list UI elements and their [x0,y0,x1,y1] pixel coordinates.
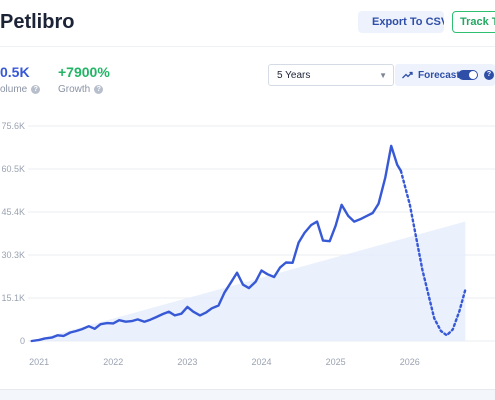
trend-area [31,221,466,341]
growth-help-icon[interactable]: ? [94,85,104,94]
forecast-toggle[interactable] [458,70,478,80]
forecast-series-line [399,169,467,337]
search-volume-chart: 0 15.1K 30.3K 45.4K 60.5K 75.6K 2021 2022 2023 20… [1,121,495,367]
growth-label-wrap: Growth ? [58,84,104,95]
export-csv-label: Export To CSV [372,16,444,28]
toggle-knob [469,71,477,79]
track-topic-label: Track To [460,16,495,28]
export-csv-button[interactable]: Export To CSV [358,11,444,33]
x-tick-label: 2021 [29,357,49,367]
time-range-value: 5 Years [277,69,311,81]
track-topic-button[interactable]: Track To [452,11,495,33]
volume-value: 0.5K [0,64,30,80]
x-tick-label: 2025 [326,357,346,367]
page-title: Petlibro [0,11,75,33]
y-tick-label: 45.4K [1,207,25,217]
y-tick-label: 75.6K [1,121,25,131]
growth-label: Growth [58,84,91,95]
x-tick-label: 2022 [103,357,123,367]
x-tick-label: 2023 [177,357,197,367]
volume-label: olume [0,84,28,95]
volume-help-icon[interactable]: ? [31,85,41,94]
forecast-label: Forecast [418,69,460,81]
time-range-select[interactable]: 5 Years ▼ [268,64,394,86]
x-tick-label: 2026 [400,357,420,367]
y-tick-label: 0 [20,336,25,346]
trend-card: Petlibro Export To CSV Track To 0.5K olu… [0,0,495,390]
x-tick-label: 2024 [251,357,271,367]
y-tick-label: 15.1K [1,293,25,303]
forecast-control: Forecast ? [395,64,495,86]
forecast-info-icon[interactable]: ? [484,70,494,80]
volume-label-wrap: olume ? [0,84,41,95]
chevron-down-icon: ▼ [379,71,387,80]
card-header: Petlibro Export To CSV Track To [0,0,495,47]
growth-value: +7900% [58,64,110,80]
trend-up-icon [402,71,413,79]
y-tick-label: 30.3K [1,250,25,260]
actual-series-line [30,144,403,343]
y-tick-label: 60.5K [1,164,25,174]
